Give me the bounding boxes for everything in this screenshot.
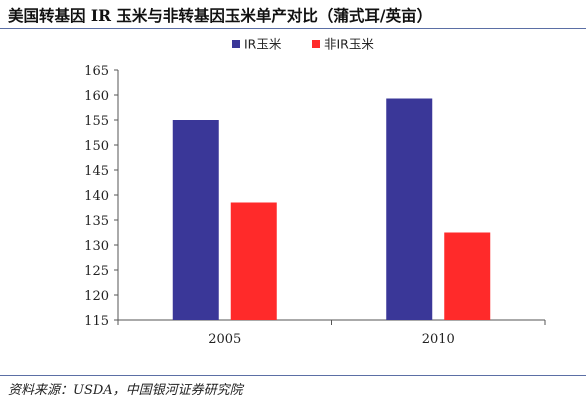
y-tick-label: 145 (84, 164, 109, 179)
x-tick-label: 2005 (208, 332, 241, 347)
bar-chart: 115 120 125 130 135 140 145 150 155 160 165 2005 201… (84, 37, 546, 347)
bar-ir-2010 (386, 98, 433, 320)
y-tick-label: 155 (84, 114, 109, 129)
y-tick-label: 150 (84, 139, 109, 154)
y-tick-label: 135 (84, 214, 109, 229)
y-tick-label: 120 (84, 289, 109, 304)
legend-swatch (312, 40, 320, 48)
x-tick-label: 2010 (422, 332, 455, 347)
source-note: 资料来源：USDA，中国银河证券研究院 (8, 383, 243, 398)
title-divider (0, 28, 586, 29)
y-tick-label: 165 (84, 64, 109, 79)
legend-swatch (232, 40, 240, 48)
y-tick-label: 125 (84, 264, 109, 279)
legend-label: IR玉米 (244, 37, 282, 52)
bar-non-ir-2010 (444, 232, 491, 320)
bar-non-ir-2005 (230, 202, 277, 320)
legend-label: 非IR玉米 (324, 37, 374, 52)
y-tick-label: 140 (84, 189, 109, 204)
y-tick-label: 115 (84, 314, 109, 329)
source-divider (0, 375, 586, 376)
bar-ir-2005 (172, 120, 219, 320)
y-tick-label: 130 (84, 239, 109, 254)
y-tick-label: 160 (84, 89, 109, 104)
chart-title: 美国转基因 IR 玉米与非转基因玉米单产对比（蒲式耳/英亩） (8, 6, 433, 25)
